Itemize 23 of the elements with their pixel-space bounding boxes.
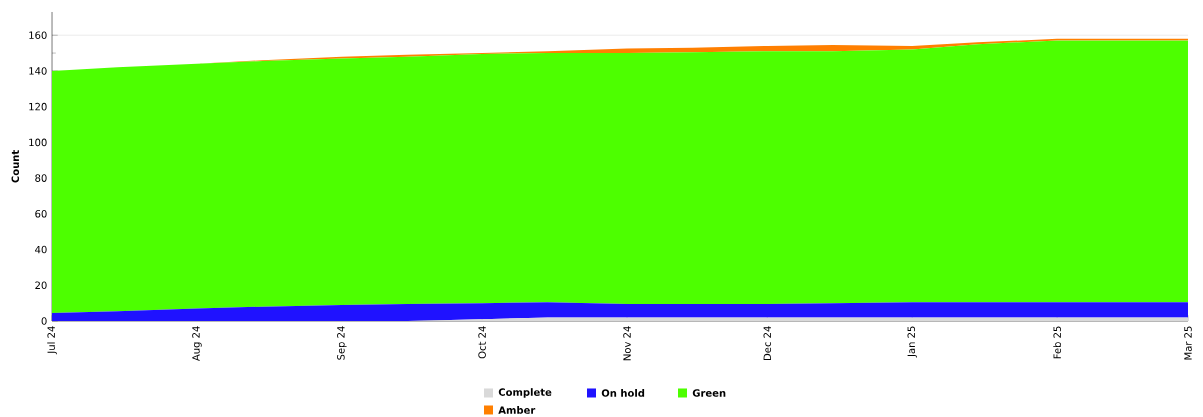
legend-label: Amber [498, 406, 536, 414]
y-axis-title: Count [11, 150, 20, 183]
legend-label: Green [692, 389, 726, 397]
x-tick-label: Feb 25 [1053, 326, 1061, 359]
y-tick-label: 60 [35, 210, 47, 218]
y-tick-label: 100 [29, 138, 47, 147]
x-tick-label: Aug 24 [192, 326, 202, 362]
x-tick-label: Dec 24 [763, 326, 772, 360]
x-tick-label: Nov 24 [623, 326, 631, 361]
x-tick-label: Mar 25 [1184, 326, 1192, 360]
y-tick-label: 0 [41, 317, 47, 325]
legend-label: On hold [601, 389, 645, 397]
y-tick-label: 20 [35, 281, 47, 290]
legend-label: Complete [498, 388, 552, 398]
y-tick-label: 120 [29, 102, 47, 111]
x-tick-label: Jan 25 [907, 326, 917, 358]
y-tick-label: 160 [29, 31, 47, 39]
y-tick-label: 40 [35, 245, 47, 254]
x-tick-label: Jul 24 [47, 326, 57, 355]
x-tick-label: Oct 24 [478, 326, 486, 359]
x-tick-label: Sep 24 [337, 326, 347, 360]
y-tick-label: 80 [35, 174, 47, 182]
y-tick-label: 140 [29, 67, 47, 75]
